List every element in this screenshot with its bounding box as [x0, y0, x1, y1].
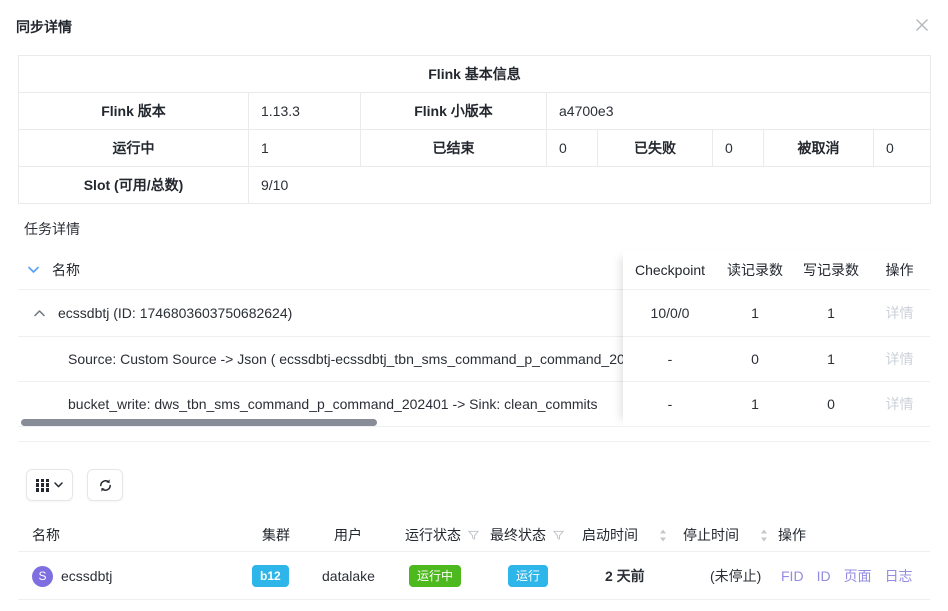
task-table-fixed-columns: Checkpoint 读记录数 写记录数 操作 10/0/0 1 1 详情 - … — [623, 250, 930, 427]
task-col-action: 操作 — [885, 261, 914, 278]
expand-all-chevron-down-icon[interactable] — [28, 266, 39, 274]
task-details-table: 名称 ecssdbtj (ID: 1746803603750682624) So… — [18, 250, 930, 442]
job-action-links: FID ID 页面 日志 — [781, 552, 913, 600]
page-title: 同步详情 — [16, 19, 72, 35]
log-link[interactable]: 日志 — [884, 568, 913, 584]
task-details-title: 任务详情 — [24, 221, 80, 237]
canceled-label: 被取消 — [763, 129, 874, 167]
job-user: datalake — [322, 568, 375, 584]
task-detail-link[interactable]: 详情 — [885, 351, 914, 367]
jobs-col-run-status[interactable]: 运行状态 — [405, 518, 479, 552]
final-status-badge: 运行 — [508, 552, 549, 600]
task-col-read-records: 读记录数 — [727, 261, 783, 278]
toolbar — [26, 469, 123, 501]
jobs-col-start-time[interactable]: 启动时间 — [582, 518, 667, 552]
sorter-icon — [761, 529, 767, 541]
refresh-button[interactable] — [87, 469, 123, 501]
flink-info-table: Flink 基本信息 Flink 版本 1.13.3 Flink 小版本 a47… — [17, 55, 932, 204]
jobs-col-name: 名称 — [32, 527, 60, 543]
task-checkpoint: 10/0/0 — [650, 305, 690, 321]
failed-value: 0 — [712, 129, 764, 167]
task-fixed-row: 10/0/0 1 1 详情 — [623, 290, 930, 337]
job-stop-time: (未停止) — [710, 568, 762, 584]
jobs-header-row: 名称 集群 用户 运行状态 最终状态 启动时间 停止时间 操作 — [18, 518, 930, 552]
task-fixed-row: - 0 1 详情 — [623, 337, 930, 382]
flink-minor-value: a4700e3 — [545, 92, 932, 130]
task-row: Source: Custom Source -> Json ( ecssdbtj… — [18, 337, 623, 382]
failed-label: 已失败 — [597, 129, 713, 167]
fid-link[interactable]: FID — [781, 568, 804, 584]
flink-version-label: Flink 版本 — [18, 92, 249, 130]
task-detail-link[interactable]: 详情 — [885, 396, 914, 412]
chevron-down-icon — [54, 482, 63, 488]
jobs-col-final-status[interactable]: 最终状态 — [490, 518, 564, 552]
flink-version-value: 1.13.3 — [248, 92, 361, 130]
task-fixed-row: - 1 0 详情 — [623, 382, 930, 427]
task-name: bucket_write: dws_tbn_sms_command_p_comm… — [68, 396, 598, 412]
task-read-records: 1 — [751, 305, 759, 321]
task-write-records: 1 — [827, 351, 835, 367]
task-name: Source: Custom Source -> Json ( ecssdbtj… — [68, 351, 623, 367]
task-table-scroll-area: 名称 ecssdbtj (ID: 1746803603750682624) So… — [18, 250, 623, 427]
horizontal-scrollbar[interactable] — [21, 419, 377, 426]
running-value: 1 — [248, 129, 361, 167]
task-col-name: 名称 — [52, 261, 80, 278]
running-label: 运行中 — [18, 129, 249, 167]
task-read-records: 1 — [751, 396, 759, 412]
filter-funnel-icon — [553, 530, 564, 540]
job-name: ecssdbtj — [61, 568, 113, 584]
sorter-icon — [660, 529, 666, 541]
jobs-col-action: 操作 — [778, 527, 806, 543]
jobs-col-stop-time[interactable]: 停止时间 — [683, 518, 768, 552]
task-write-records: 0 — [827, 396, 835, 412]
task-row: bucket_write: dws_tbn_sms_command_p_comm… — [18, 382, 623, 427]
id-link[interactable]: ID — [816, 568, 831, 584]
cluster-badge: b12 — [252, 552, 289, 600]
page-link[interactable]: 页面 — [843, 568, 872, 584]
slot-label: Slot (可用/总数) — [18, 166, 249, 204]
collapse-chevron-up-icon[interactable] — [34, 309, 45, 317]
run-status-badge: 运行中 — [409, 552, 462, 600]
jobs-table: 名称 集群 用户 运行状态 最终状态 启动时间 停止时间 操作 — [18, 518, 930, 600]
task-checkpoint: - — [667, 351, 673, 367]
finished-value: 0 — [546, 129, 598, 167]
task-checkpoint: - — [667, 396, 673, 412]
jobs-row: S ecssdbtj b12 datalake 运行中 运行 2 天前 (未停止… — [18, 552, 930, 600]
jobs-col-user: 用户 — [334, 527, 362, 543]
task-header-row: 名称 — [18, 250, 623, 290]
refresh-icon — [99, 478, 111, 492]
slot-value: 9/10 — [247, 166, 932, 204]
job-start-time: 2 天前 — [605, 568, 645, 584]
task-write-records: 1 — [827, 305, 835, 321]
close-icon[interactable] — [913, 16, 931, 34]
flink-minor-label: Flink 小版本 — [360, 92, 547, 130]
task-col-write-records: 写记录数 — [803, 261, 859, 278]
task-read-records: 0 — [751, 351, 759, 367]
task-fixed-header-row: Checkpoint 读记录数 写记录数 操作 — [623, 250, 930, 290]
filter-funnel-icon — [468, 530, 479, 540]
task-row: ecssdbtj (ID: 1746803603750682624) — [18, 290, 623, 337]
task-name: ecssdbtj (ID: 1746803603750682624) — [58, 305, 293, 321]
column-settings-button[interactable] — [26, 469, 73, 501]
finished-label: 已结束 — [360, 129, 547, 167]
canceled-value: 0 — [872, 129, 932, 167]
task-col-checkpoint: Checkpoint — [634, 261, 706, 278]
avatar: S — [32, 552, 53, 600]
grid-icon — [36, 478, 49, 492]
task-detail-link[interactable]: 详情 — [885, 305, 914, 321]
jobs-col-cluster: 集群 — [262, 527, 290, 543]
flink-info-title: Flink 基本信息 — [17, 55, 932, 93]
